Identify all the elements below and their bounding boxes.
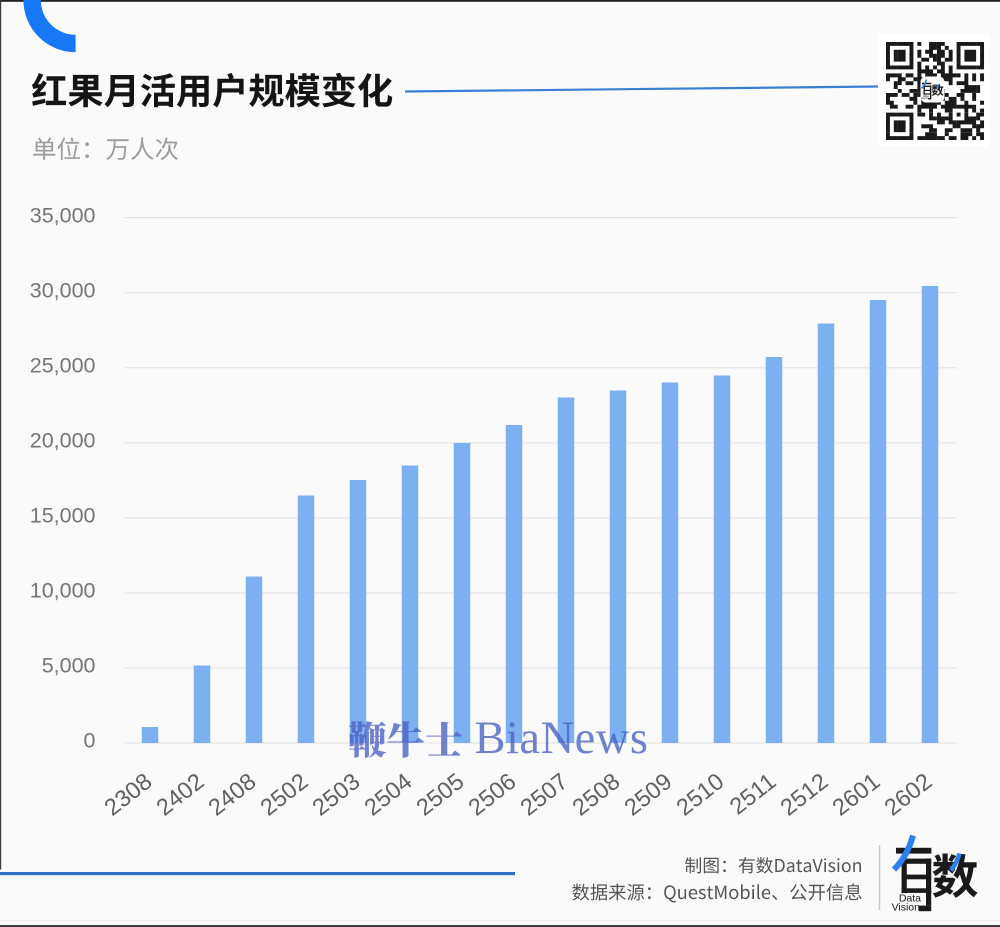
svg-text:25,000: 25,000 bbox=[30, 353, 96, 377]
svg-text:30,000: 30,000 bbox=[30, 278, 96, 302]
svg-text:5,000: 5,000 bbox=[42, 654, 96, 678]
svg-text:0: 0 bbox=[84, 729, 96, 753]
svg-text:15,000: 15,000 bbox=[30, 504, 96, 528]
svg-text:10,000: 10,000 bbox=[30, 579, 96, 603]
svg-text:BiaNews: BiaNews bbox=[475, 713, 649, 764]
svg-text:35,000: 35,000 bbox=[30, 203, 96, 227]
svg-text:20,000: 20,000 bbox=[30, 429, 96, 453]
